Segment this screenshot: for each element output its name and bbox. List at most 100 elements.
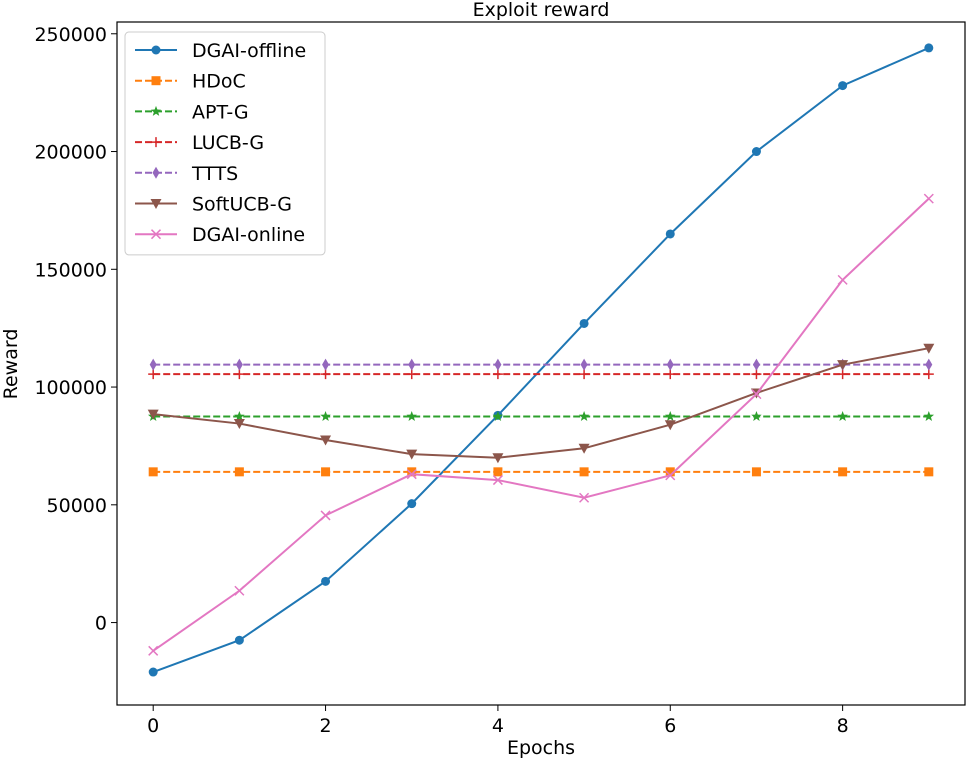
plot-frame bbox=[116, 21, 966, 706]
series-softucb-g bbox=[147, 343, 935, 464]
data-point bbox=[148, 645, 159, 656]
data-point bbox=[320, 369, 331, 380]
x-tick-label: 6 bbox=[664, 715, 676, 737]
y-tick-label: 200000 bbox=[34, 142, 107, 164]
data-point bbox=[579, 492, 590, 503]
legend-marker bbox=[151, 76, 161, 86]
data-point bbox=[492, 453, 504, 464]
legend-label: DGAI-online bbox=[192, 224, 305, 246]
data-point bbox=[233, 419, 245, 430]
legend-item-softucb-g: SoftUCB-G bbox=[135, 194, 292, 216]
legend: DGAI-offline HDoC APT-G LUCB-G TTTS SoftUCB-G… bbox=[124, 31, 326, 256]
data-point bbox=[923, 410, 935, 421]
data-point bbox=[321, 576, 331, 586]
chart-title: Exploit reward bbox=[473, 0, 610, 21]
data-point bbox=[492, 475, 503, 486]
data-point bbox=[751, 369, 762, 380]
data-point bbox=[148, 467, 158, 477]
data-point bbox=[665, 470, 676, 481]
data-point bbox=[408, 358, 416, 371]
data-point bbox=[320, 410, 331, 421]
data-point bbox=[924, 43, 934, 53]
data-point bbox=[578, 443, 590, 454]
data-point bbox=[837, 360, 849, 371]
legend-label: SoftUCB-G bbox=[192, 194, 292, 216]
data-point bbox=[580, 358, 588, 371]
series-line-softucb-g bbox=[153, 347, 929, 459]
y-tick-label: 50000 bbox=[47, 495, 107, 517]
data-point bbox=[147, 409, 159, 420]
data-point bbox=[579, 467, 589, 477]
data-point bbox=[923, 193, 934, 204]
data-point bbox=[925, 358, 933, 371]
data-point bbox=[837, 369, 848, 380]
legend-marker bbox=[151, 45, 161, 55]
data-point bbox=[924, 467, 934, 477]
data-point bbox=[321, 467, 331, 477]
data-point bbox=[322, 358, 330, 371]
data-point bbox=[493, 467, 503, 477]
data-point bbox=[664, 420, 676, 431]
data-point bbox=[751, 147, 761, 157]
legend-marker bbox=[152, 166, 160, 179]
data-point bbox=[751, 389, 762, 400]
data-point bbox=[837, 410, 848, 421]
data-point bbox=[665, 467, 675, 477]
data-point bbox=[751, 410, 762, 421]
data-point bbox=[578, 410, 590, 421]
series-line-dgai-online bbox=[152, 197, 930, 652]
data-point bbox=[751, 467, 761, 477]
data-point bbox=[406, 369, 417, 380]
data-point bbox=[406, 449, 418, 460]
x-axis-label: Epochs bbox=[507, 737, 575, 759]
series-layer bbox=[147, 43, 935, 677]
y-tick-label: 150000 bbox=[34, 259, 107, 281]
series-line-dgai-offline bbox=[152, 46, 930, 673]
data-point bbox=[494, 358, 502, 371]
data-point bbox=[665, 369, 676, 380]
y-axis-label: Reward bbox=[0, 329, 22, 400]
data-point bbox=[665, 229, 675, 239]
legend-item-dgai-online: DGAI-online bbox=[135, 224, 305, 246]
data-point bbox=[235, 358, 243, 371]
data-point bbox=[234, 585, 245, 596]
y-axis: 0 50000 100000 150000 200000 250000 bbox=[34, 24, 117, 635]
data-point bbox=[923, 343, 935, 354]
x-tick-label: 0 bbox=[147, 715, 159, 737]
legend-frame bbox=[124, 31, 326, 256]
series-hdoc bbox=[148, 467, 934, 477]
data-point bbox=[407, 467, 417, 477]
series-apt-g bbox=[147, 410, 935, 421]
legend-item-hdoc: HDoC bbox=[135, 71, 246, 93]
data-point bbox=[837, 274, 848, 285]
data-point bbox=[234, 410, 245, 421]
data-point bbox=[838, 467, 848, 477]
data-point bbox=[149, 358, 157, 371]
x-tick-label: 2 bbox=[320, 715, 332, 737]
data-point bbox=[579, 369, 590, 380]
legend-label: LUCB-G bbox=[192, 132, 264, 154]
data-point bbox=[406, 410, 417, 421]
y-tick-label: 100000 bbox=[34, 377, 107, 399]
legend-label: DGAI-offline bbox=[192, 40, 306, 62]
legend-item-apt-g: APT-G bbox=[135, 101, 249, 123]
legend-marker bbox=[151, 137, 161, 148]
x-tick-label: 8 bbox=[837, 715, 849, 737]
y-tick-label: 250000 bbox=[34, 24, 107, 46]
legend-label: APT-G bbox=[192, 101, 249, 123]
series-lucb-g bbox=[148, 369, 934, 380]
data-point bbox=[320, 510, 331, 521]
legend-marker bbox=[150, 199, 162, 209]
data-point bbox=[234, 369, 245, 380]
legend-item-dgai-offline: DGAI-offline bbox=[135, 40, 306, 62]
data-point bbox=[665, 410, 676, 421]
y-tick-label: 0 bbox=[95, 613, 107, 635]
data-point bbox=[234, 467, 244, 477]
data-point bbox=[406, 469, 417, 480]
legend-item-ttts: TTTS bbox=[135, 163, 238, 185]
legend-item-lucb-g: LUCB-G bbox=[135, 132, 264, 154]
data-point bbox=[666, 358, 674, 371]
data-point bbox=[752, 358, 760, 371]
data-point bbox=[923, 369, 934, 380]
